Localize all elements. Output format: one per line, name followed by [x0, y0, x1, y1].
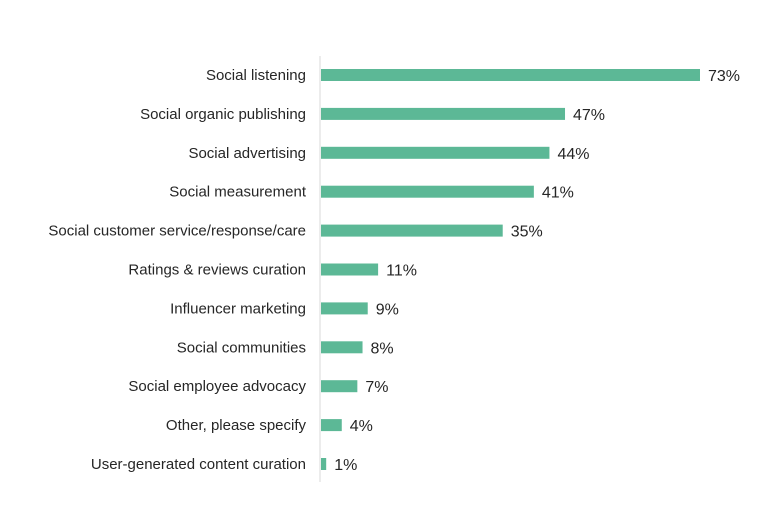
- value-label: 41%: [542, 185, 574, 202]
- category-label: Social measurement: [169, 184, 307, 201]
- value-labels: 73% 47% 44% 41% 35% 11% 9% 8% 7% 4% 1%: [334, 68, 740, 474]
- category-label: Ratings & reviews curation: [128, 262, 306, 279]
- bar: [321, 419, 342, 432]
- category-label: Influencer marketing: [170, 300, 306, 317]
- value-label: 73%: [708, 68, 740, 85]
- value-label: 47%: [573, 107, 605, 124]
- category-label: Social advertising: [188, 145, 306, 162]
- bar: [321, 146, 550, 159]
- category-label: Social organic publishing: [140, 106, 306, 123]
- value-label: 35%: [511, 224, 543, 241]
- category-label: Social communities: [177, 339, 306, 356]
- category-labels: Social listening Social organic publishin…: [48, 67, 306, 473]
- value-label: 9%: [376, 301, 399, 318]
- category-label: Social customer service/response/care: [48, 223, 306, 240]
- value-label: 4%: [350, 418, 373, 435]
- category-label: Other, please specify: [166, 417, 307, 434]
- value-label: 8%: [371, 340, 394, 357]
- bar: [321, 302, 368, 315]
- category-label: Social listening: [206, 67, 306, 84]
- bars: [321, 69, 700, 470]
- bar: [321, 380, 358, 393]
- value-label: 1%: [334, 457, 357, 474]
- bar: [321, 458, 327, 470]
- bar: [321, 185, 534, 198]
- value-label: 44%: [557, 146, 589, 163]
- bar: [321, 69, 700, 81]
- bar: [321, 263, 379, 276]
- category-label: User-generated content curation: [91, 456, 306, 473]
- bar: [321, 341, 363, 354]
- category-label: Social employee advocacy: [128, 378, 306, 395]
- bar: [321, 107, 566, 120]
- value-label: 7%: [365, 379, 388, 396]
- value-label: 11%: [386, 263, 417, 280]
- bar: [321, 224, 503, 237]
